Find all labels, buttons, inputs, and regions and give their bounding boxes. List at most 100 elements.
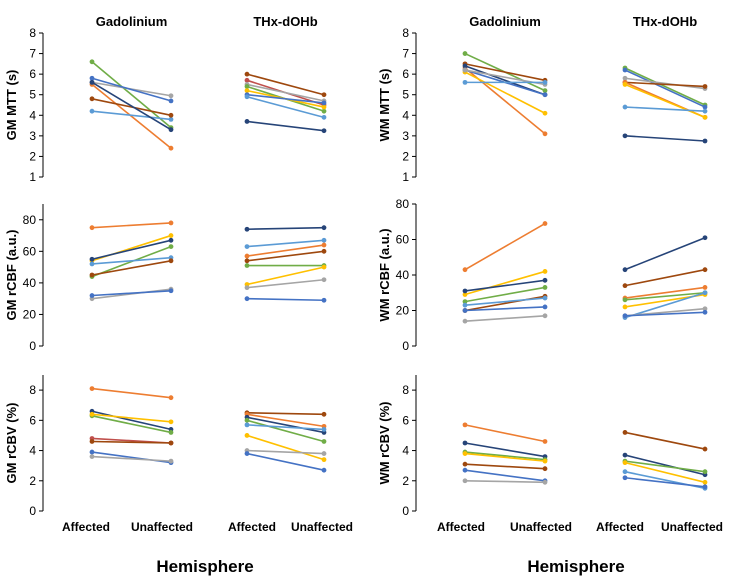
series-4 xyxy=(462,461,548,472)
data-point-affected xyxy=(462,67,468,73)
data-point-unaffected xyxy=(168,117,174,122)
data-point-affected xyxy=(244,285,250,291)
data-point-unaffected xyxy=(702,484,708,490)
series-5 xyxy=(89,258,174,278)
y-tick-label: 6 xyxy=(29,413,36,427)
data-point-affected xyxy=(244,88,250,93)
data-point-unaffected xyxy=(702,290,708,296)
data-point-affected xyxy=(622,430,628,435)
series-0 xyxy=(89,82,174,151)
data-point-unaffected xyxy=(702,267,708,273)
series-line xyxy=(624,67,706,106)
series-line xyxy=(624,460,706,473)
series-line xyxy=(246,226,325,231)
series-line xyxy=(246,83,325,102)
data-point-affected xyxy=(462,422,468,428)
y-tick-label: 6 xyxy=(29,67,36,81)
data-point-unaffected xyxy=(321,225,327,231)
x-category-label: Affected xyxy=(437,520,485,534)
series-14 xyxy=(244,119,327,134)
y-tick-label: 0 xyxy=(29,339,36,353)
data-point-unaffected xyxy=(702,114,708,120)
series-line xyxy=(246,411,325,416)
x-category-label: Unaffected xyxy=(131,520,193,534)
data-point-unaffected xyxy=(168,127,174,133)
series-line xyxy=(246,93,325,104)
series-line xyxy=(91,387,172,399)
series-line xyxy=(91,289,172,297)
data-point-affected xyxy=(89,411,95,417)
series-14 xyxy=(244,277,327,291)
y-tick-label: 4 xyxy=(402,108,409,122)
data-point-unaffected xyxy=(168,458,174,464)
y-tick-label: 20 xyxy=(23,307,37,321)
data-point-unaffected xyxy=(168,430,174,435)
data-point-affected xyxy=(462,302,468,308)
data-point-unaffected xyxy=(168,145,174,151)
series-8 xyxy=(244,225,327,232)
series-line xyxy=(464,71,546,114)
x-category-label: Unaffected xyxy=(291,520,353,534)
y-tick-label: 0 xyxy=(402,504,409,518)
series-line xyxy=(246,419,325,443)
series-line xyxy=(246,120,325,132)
series-line xyxy=(624,286,706,299)
series-14 xyxy=(244,448,327,456)
panel-wm-mtt: 1 2 3 4 5 6 7 8 WM MTT (s) Gadolinium THx-dOHb xyxy=(377,14,708,184)
y-tick-label: 2 xyxy=(29,149,36,163)
panel-gm-mtt: 1 2 3 4 5 6 7 8 GM MTT (s) Gadolinium THx-dOHb xyxy=(4,14,327,184)
y-tick-label: 60 xyxy=(396,233,410,247)
data-point-unaffected xyxy=(321,457,327,463)
series-7 xyxy=(462,313,548,324)
data-point-unaffected xyxy=(542,277,548,283)
y-axis-label: WM rCBV (%) xyxy=(377,401,392,484)
series-6 xyxy=(89,79,174,133)
data-point-affected xyxy=(244,296,250,302)
series-15 xyxy=(244,451,327,473)
data-point-unaffected xyxy=(542,269,548,274)
series-line xyxy=(91,413,172,423)
y-tick-label: 0 xyxy=(402,339,409,353)
y-tick-label: 40 xyxy=(23,276,37,290)
y-tick-label: 20 xyxy=(396,304,410,318)
y-tick-label: 1 xyxy=(402,170,409,184)
data-point-affected xyxy=(462,267,468,273)
data-point-unaffected xyxy=(321,297,327,303)
data-point-unaffected xyxy=(542,479,548,485)
series-3 xyxy=(89,411,174,425)
series-line xyxy=(464,463,546,470)
x-axis-title-left: Hemisphere xyxy=(156,557,253,576)
data-point-unaffected xyxy=(321,248,327,254)
x-category-label: Affected xyxy=(62,520,110,534)
data-point-affected xyxy=(462,79,468,85)
data-point-affected xyxy=(462,318,468,324)
data-point-affected xyxy=(89,293,95,298)
series-6 xyxy=(462,478,548,485)
y-tick-label: 2 xyxy=(29,474,36,488)
data-point-affected xyxy=(244,84,250,89)
series-line xyxy=(624,291,706,319)
series-line xyxy=(246,413,325,428)
series-line xyxy=(464,424,546,443)
data-point-affected xyxy=(89,261,95,267)
data-point-affected xyxy=(244,433,250,438)
y-tick-label: 8 xyxy=(29,383,36,397)
series-line xyxy=(91,110,172,121)
data-point-affected xyxy=(462,51,468,56)
data-point-affected xyxy=(89,256,95,262)
y-tick-label: 1 xyxy=(29,170,36,184)
data-point-unaffected xyxy=(702,285,708,290)
data-point-affected xyxy=(89,108,95,114)
data-point-unaffected xyxy=(168,395,174,401)
data-point-unaffected xyxy=(702,84,708,89)
y-tick-label: 5 xyxy=(29,88,36,102)
group-title: Gadolinium xyxy=(469,14,541,29)
y-tick-label: 3 xyxy=(29,129,36,143)
series-line xyxy=(464,451,546,461)
panels: 1 2 3 4 5 6 7 8 GM MTT (s) Gadolinium THx-dOHb 1 2 3 4… xyxy=(4,14,723,534)
y-tick-label: 5 xyxy=(402,88,409,102)
series-2 xyxy=(89,413,174,435)
data-point-unaffected xyxy=(702,306,708,312)
series-line xyxy=(246,434,325,461)
